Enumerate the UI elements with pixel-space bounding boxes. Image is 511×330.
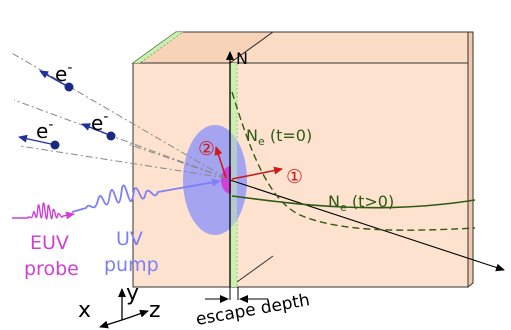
slab-top-right	[228, 31, 469, 64]
surface-layer-top	[132, 31, 184, 64]
coordinate-axes	[99, 288, 149, 329]
axis-z-label: z	[149, 298, 161, 323]
electron-arrow	[39, 70, 66, 86]
electron-label-1: e-	[55, 60, 72, 86]
electron-2	[18, 134, 60, 150]
electron-dot	[106, 131, 116, 141]
arrow-1	[231, 166, 283, 180]
marker-2: ②	[198, 138, 215, 160]
axis-x-label: x	[78, 298, 91, 323]
x-axis-arrow	[99, 319, 123, 329]
axis-n-label: N	[236, 49, 248, 68]
escape-depth-indicator	[205, 287, 268, 303]
electron-dot	[64, 82, 74, 92]
marker-1: ①	[286, 166, 303, 188]
axis-y-label: y	[126, 281, 139, 306]
electron-arrow	[81, 123, 108, 135]
electron-dot	[50, 140, 60, 150]
slab-side-face	[229, 62, 469, 288]
slab-right-face	[467, 31, 474, 289]
euv-wave	[12, 202, 75, 220]
euv-spot	[221, 166, 231, 194]
uv-wave	[71, 178, 221, 213]
electron-3	[81, 123, 116, 141]
escape-depth-label: escape depth	[194, 290, 311, 330]
electron-trajectories	[9, 51, 227, 179]
euv-probe-label-2: probe	[24, 258, 79, 280]
euv-probe-label: EUV	[30, 232, 69, 254]
sample-slab	[131, 31, 474, 289]
ne-t0-label: Ne (t=0)	[246, 126, 312, 148]
arrow-2	[214, 146, 227, 179]
ne-t0-curve	[231, 91, 476, 231]
ne-t-curve	[231, 195, 476, 209]
uv-pump-label-2: pump	[104, 254, 159, 276]
ne-t-label: Ne (t>0)	[328, 192, 394, 214]
electron-arrow	[18, 134, 52, 145]
z-axis-arrow	[121, 309, 149, 321]
electron-1	[39, 70, 74, 92]
electron-label-3: e-	[91, 109, 108, 135]
electron-label-2: e-	[36, 117, 53, 143]
uv-pump-label: UV	[116, 228, 143, 250]
